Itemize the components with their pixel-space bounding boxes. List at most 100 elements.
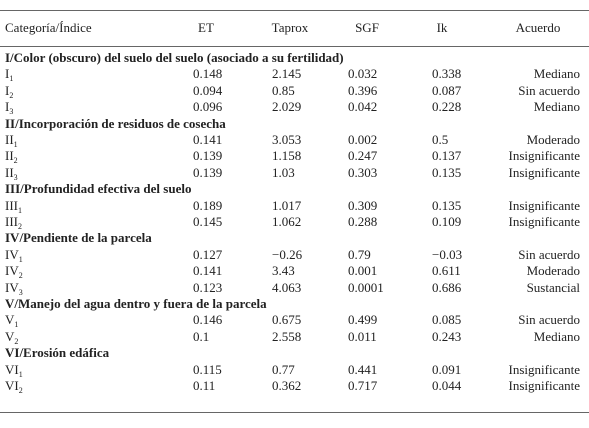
value-cell: 0.611 <box>432 263 461 279</box>
index-label: I <box>5 99 10 115</box>
index-cell: II2 <box>5 148 18 165</box>
top-rule <box>0 10 589 11</box>
index-cell: V1 <box>5 312 18 329</box>
value-cell: 3.43 <box>272 263 295 279</box>
agreement-cell: Moderado <box>526 263 580 279</box>
value-cell: 0.5 <box>432 132 449 147</box>
agreement-cell: Moderado <box>526 132 580 147</box>
value-cell: 2.558 <box>272 328 302 344</box>
index-cell: IV2 <box>5 263 23 281</box>
value-cell: 0.002 <box>348 132 378 147</box>
value-cell: 0.127 <box>193 246 223 262</box>
section-title: IV/Pendiente de la parcela <box>5 230 152 246</box>
value-cell: 1.062 <box>272 214 302 229</box>
value-cell: 0.189 <box>193 197 223 213</box>
value-cell: 2.145 <box>272 66 302 82</box>
value-cell: 1.158 <box>272 148 302 164</box>
value-cell: 0.135 <box>432 164 462 180</box>
agreement-cell: Insignificante <box>508 164 580 180</box>
value-cell: 0.094 <box>193 82 223 98</box>
index-subscript: 2 <box>18 386 23 395</box>
agreement-cell: Insignificante <box>508 214 580 229</box>
value-cell: 0.1 <box>193 328 210 344</box>
agreement-cell: Insignificante <box>508 378 580 393</box>
index-cell: III2 <box>5 214 22 231</box>
agreement-cell: Sin acuerdo <box>518 82 580 98</box>
value-cell: 0.145 <box>193 214 223 229</box>
value-cell: 4.063 <box>272 279 302 295</box>
index-subscript: 3 <box>18 287 23 297</box>
value-cell: 0.85 <box>272 82 295 98</box>
column-header: Acuerdo <box>515 20 561 35</box>
index-label: III <box>5 214 18 229</box>
value-cell: 0.139 <box>193 164 223 180</box>
value-cell: 0.032 <box>348 66 378 82</box>
index-label: IV <box>5 263 19 279</box>
section-title: V/Manejo del agua dentro y fuera de la p… <box>5 296 267 311</box>
value-cell: 0.011 <box>348 328 377 344</box>
value-cell: 0.309 <box>348 197 378 213</box>
agreement-cell: Insignificante <box>508 361 580 377</box>
value-cell: 0.001 <box>348 263 378 279</box>
index-subscript: 1 <box>13 140 18 149</box>
value-cell: 0.288 <box>348 214 378 229</box>
value-cell: 1.017 <box>272 197 302 213</box>
index-label: I <box>5 82 10 98</box>
index-subscript: 1 <box>9 74 14 84</box>
value-cell: 0.096 <box>193 99 223 115</box>
index-cell: VI1 <box>5 361 23 379</box>
section-title: III/Profundidad efectiva del suelo <box>5 181 192 197</box>
value-cell: 0.141 <box>193 132 223 147</box>
value-cell: 0.091 <box>432 361 462 377</box>
value-cell: 0.686 <box>432 279 462 295</box>
index-cell: VI2 <box>5 378 23 395</box>
column-header: Ik <box>436 20 448 35</box>
index-label: II <box>5 132 14 147</box>
index-label: I <box>5 66 10 82</box>
index-label: II <box>5 164 14 180</box>
index-label: IV <box>5 279 19 295</box>
value-cell: 0.362 <box>272 378 302 393</box>
index-label: IV <box>5 246 19 262</box>
index-subscript: 2 <box>18 222 22 231</box>
index-cell: II3 <box>5 164 18 182</box>
agreement-cell: Sustancial <box>526 279 580 295</box>
value-cell: 0.675 <box>272 312 302 328</box>
section-title: I/Color (obscuro) del suelo del suelo (a… <box>5 50 344 65</box>
value-cell: 0.042 <box>348 99 378 115</box>
value-cell: 3.053 <box>272 132 302 147</box>
value-cell: 0.396 <box>348 82 378 98</box>
value-cell: 0.11 <box>193 378 216 393</box>
value-cell: 0.109 <box>432 214 462 229</box>
index-label: II <box>5 148 14 164</box>
column-header: ET <box>198 20 214 35</box>
agreement-cell: Insignificante <box>508 148 580 164</box>
value-cell: 0.228 <box>432 99 462 115</box>
value-cell: 0.137 <box>432 148 462 164</box>
index-label: V <box>5 328 15 344</box>
index-subscript: 2 <box>18 271 23 281</box>
value-cell: 0.044 <box>432 378 462 393</box>
value-cell: 0.135 <box>432 197 462 213</box>
section-title: II/Incorporación de residuos de cosecha <box>5 115 226 131</box>
index-subscript: 2 <box>9 90 14 100</box>
index-subscript: 3 <box>9 107 14 117</box>
value-cell: 0.123 <box>193 279 223 295</box>
value-cell: 0.441 <box>348 361 378 377</box>
index-subscript: 1 <box>18 254 23 264</box>
index-label: VI <box>5 361 19 377</box>
header-rule <box>0 46 589 47</box>
index-cell: II1 <box>5 132 18 149</box>
column-header: Categoría/Índice <box>5 20 92 35</box>
bottom-rule <box>0 412 589 413</box>
value-cell: 0.146 <box>193 312 223 328</box>
agreement-cell: Insignificante <box>508 197 580 213</box>
index-cell: IV1 <box>5 246 23 264</box>
column-header: SGF <box>355 20 379 35</box>
value-cell: 0.115 <box>193 361 222 377</box>
value-cell: 0.247 <box>348 148 378 164</box>
agreement-cell: Sin acuerdo <box>518 246 580 262</box>
value-cell: 0.77 <box>272 361 295 377</box>
value-cell: 0.303 <box>348 164 378 180</box>
